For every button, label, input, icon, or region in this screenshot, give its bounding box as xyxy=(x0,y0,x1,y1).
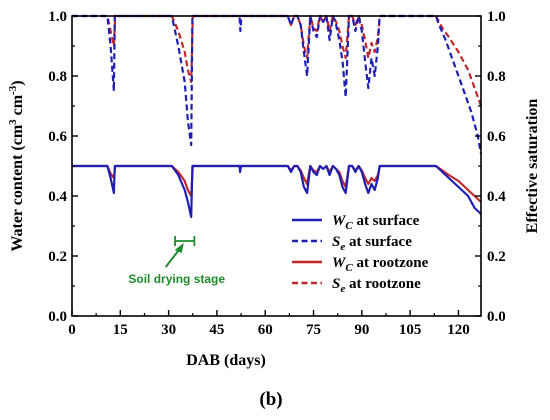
y2-tick-label: 0.0 xyxy=(487,309,506,325)
x-axis-label: DAB (days) xyxy=(186,352,266,369)
y2-tick-label: 0.8 xyxy=(487,69,506,85)
legend-label-wc-rootzone: WC at rootzone xyxy=(332,255,429,274)
y-axis-label-part: ) xyxy=(9,80,26,85)
legend: WC at surface Se at surface WC at rootzone… xyxy=(292,213,429,295)
legend-label-se-surface: Se at surface xyxy=(332,234,412,253)
panel-label: (b) xyxy=(259,389,282,410)
y2-tick-label: 0.2 xyxy=(487,249,506,265)
x-tick-label: 75 xyxy=(306,322,321,338)
y-axis-label-part: cm xyxy=(9,94,26,119)
x-tick-label: 105 xyxy=(399,322,422,338)
y-axis-label-part: -3 xyxy=(7,85,19,95)
y-tick-label: 0.8 xyxy=(48,69,67,85)
y2-tick-label: 0.6 xyxy=(487,129,506,145)
x-tick-label: 120 xyxy=(447,322,470,338)
y2-tick-label: 1.0 xyxy=(487,9,506,25)
annotation-soil-drying-label: Soil drying stage xyxy=(128,272,225,286)
y-tick-label: 0.4 xyxy=(48,189,67,205)
legend-label-se-rootzone: Se at rootzone xyxy=(332,276,421,295)
x-tick-label: 60 xyxy=(258,322,273,338)
series-group xyxy=(72,14,483,219)
y2-axis-label: Effective saturation xyxy=(524,99,541,234)
annotation-arrow-head xyxy=(174,243,184,253)
y-axis-label-part: Water content (cm xyxy=(9,124,26,251)
legend-label-wc-surface: WC at surface xyxy=(332,213,420,232)
series-wc-surface-line xyxy=(72,164,482,219)
x-tick-label: 0 xyxy=(68,322,76,338)
y-axis-label: Water content (cm3 cm-3) xyxy=(7,80,26,251)
x-tick-label: 15 xyxy=(113,322,128,338)
y-tick-label: 0.0 xyxy=(48,309,67,325)
y-axis-label-part: 3 xyxy=(7,119,19,125)
y-tick-label: 0.2 xyxy=(48,249,67,265)
y2-tick-label: 0.4 xyxy=(487,189,506,205)
y-tick-label: 1.0 xyxy=(48,9,67,25)
series-se-surface-line xyxy=(72,14,483,155)
y-tick-label: 0.6 xyxy=(48,129,67,145)
annotation-group: Soil drying stage xyxy=(128,236,225,286)
x-tick-label: 45 xyxy=(209,322,224,338)
x-tick-label: 30 xyxy=(161,322,176,338)
axes-group: 0 15 30 45 60 75 90 105 120 0.0 0.2 0.4 0.6 0.8 1.0 0.0… xyxy=(48,9,506,338)
series-wc-rootzone-line xyxy=(72,164,482,203)
series-se-rootzone-line xyxy=(72,14,483,107)
x-tick-label: 90 xyxy=(354,322,369,338)
